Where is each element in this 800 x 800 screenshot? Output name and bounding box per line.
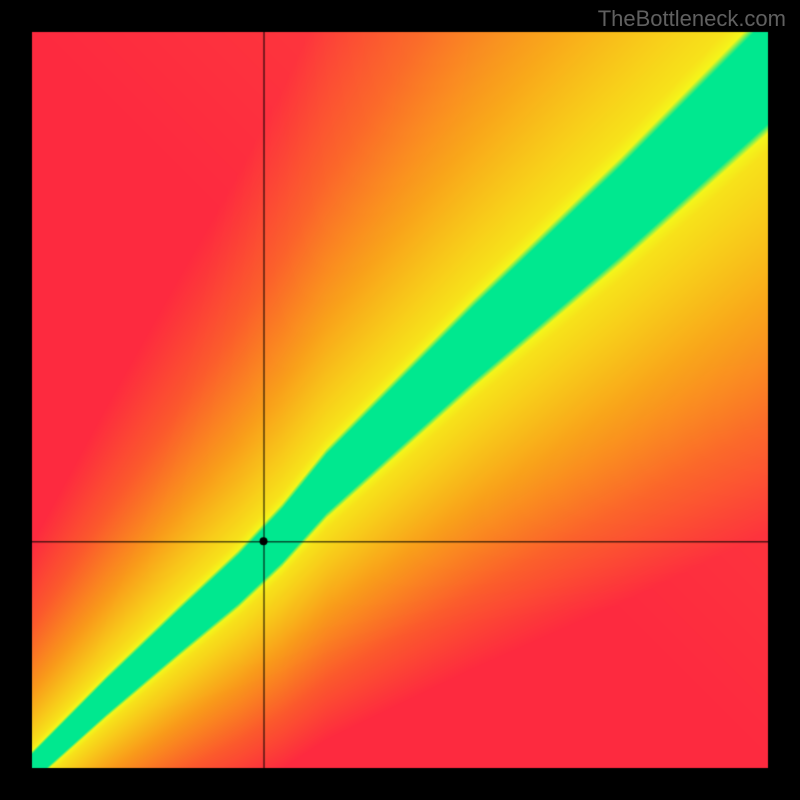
bottleneck-heatmap <box>0 0 800 800</box>
watermark-text: TheBottleneck.com <box>598 6 786 32</box>
